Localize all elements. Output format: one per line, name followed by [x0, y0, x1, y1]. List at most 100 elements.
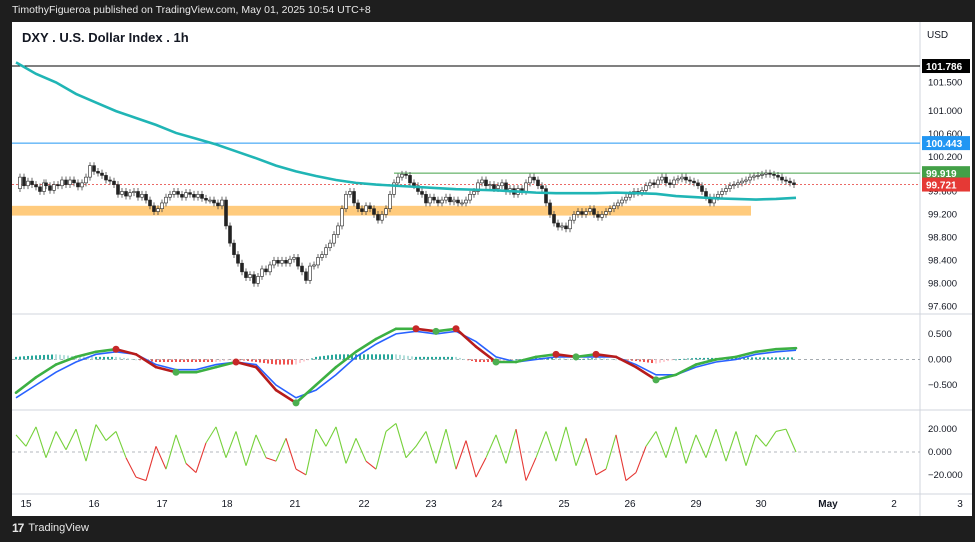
candle-body: [356, 202, 360, 209]
macd-histogram-bar: [131, 358, 133, 360]
macd-histogram-bar: [335, 354, 337, 360]
macd-histogram-bar: [659, 359, 661, 363]
candle-body: [612, 205, 616, 209]
macd-histogram-bar: [427, 356, 429, 360]
candle-body: [548, 202, 552, 215]
osc-line-segment: [525, 457, 537, 481]
macd-histogram-bar: [707, 357, 709, 360]
candle-body: [692, 180, 696, 184]
candle-body: [576, 211, 580, 215]
macd-histogram-bar: [339, 354, 341, 360]
macd-histogram-bar: [555, 357, 557, 360]
macd-histogram-bar: [315, 356, 317, 360]
macd-histogram-bar: [275, 359, 277, 365]
x-tick-label: 26: [624, 499, 636, 510]
osc-line-segment: [615, 434, 627, 481]
x-tick-label: 15: [20, 499, 32, 510]
macd-histogram-bar: [651, 359, 653, 364]
candle-body: [368, 205, 372, 209]
candle-body: [42, 182, 46, 192]
tradingview-logo-icon: 17: [12, 521, 24, 535]
candle-body: [584, 211, 588, 215]
macd-histogram-bar: [775, 357, 777, 360]
candle-body: [48, 185, 52, 191]
candle-body: [428, 196, 432, 204]
candle-body: [728, 185, 732, 189]
macd-histogram-bar: [363, 354, 365, 360]
candle-body: [652, 182, 656, 185]
price-label: 100.443: [926, 139, 963, 150]
candle-body: [52, 184, 56, 191]
candle-body: [88, 165, 92, 178]
macd-histogram-bar: [591, 358, 593, 360]
candle-body: [492, 184, 496, 189]
price-label-box: [922, 136, 970, 151]
candle-body: [384, 208, 388, 215]
candle-body: [168, 194, 172, 198]
macd-signal-line: [15, 330, 797, 399]
oscillator-pane: 20.000 0.000 −20.000: [12, 422, 972, 495]
macd-histogram-bar: [371, 354, 373, 360]
macd-histogram-bar: [271, 359, 273, 365]
osc-line-segment: [75, 428, 87, 462]
macd-histogram-bar: [455, 356, 457, 360]
macd-histogram-bar: [191, 359, 193, 362]
macd-histogram-bar: [47, 354, 49, 360]
osc-line-segment: [755, 434, 767, 447]
macd-histogram-bar: [587, 358, 589, 360]
macd-histogram-bar: [91, 356, 93, 360]
osc-line-segment: [475, 457, 487, 478]
macd-line-segment: [634, 365, 658, 382]
osc-line-segment: [175, 434, 187, 464]
candle-body: [624, 196, 628, 201]
candle-body: [22, 176, 26, 187]
x-tick-label: 22: [358, 499, 370, 510]
candle-body: [112, 180, 116, 185]
macd-histogram-bar: [763, 357, 765, 360]
candle-body: [412, 182, 416, 187]
candle-body: [388, 194, 392, 209]
osc-line-segment: [445, 429, 457, 470]
macd-line-segment: [374, 327, 398, 341]
candle-body: [444, 196, 448, 201]
candle-body: [156, 208, 160, 212]
macd-cross-dot: [492, 358, 500, 366]
macd-histogram-bar: [59, 354, 61, 360]
candle-body: [292, 257, 296, 260]
candle-body: [76, 182, 80, 188]
macd-line-segment: [194, 365, 218, 374]
macd-histogram-bar: [635, 359, 637, 361]
macd-histogram-bar: [251, 359, 253, 362]
price-tick-label: 101.500: [928, 77, 962, 88]
candle-body: [228, 225, 232, 244]
candle-body: [172, 191, 176, 195]
macd-line-segment: [74, 350, 98, 359]
candle-body: [176, 191, 180, 195]
macd-histogram-bar: [571, 359, 573, 360]
osc-line-segment: [545, 431, 557, 462]
macd-histogram-bar: [483, 359, 485, 362]
macd-cross-dot: [572, 353, 580, 361]
candle-body: [332, 234, 336, 244]
price-tick-label: 98.000: [928, 278, 957, 289]
candle-body: [776, 175, 780, 178]
osc-line-segment: [305, 429, 317, 475]
candle-body: [352, 191, 356, 204]
candle-body: [268, 264, 272, 273]
macd-pane: 0.500 0.000 −0.500: [12, 325, 972, 411]
macd-histogram-bar: [407, 355, 409, 360]
macd-histogram-bar: [367, 354, 369, 360]
candle-body: [528, 176, 532, 184]
candle-body: [592, 208, 596, 215]
candle-body: [376, 214, 380, 221]
macd-histogram-bar: [215, 359, 217, 362]
macd-line-segment: [354, 337, 378, 354]
osc-line-segment: [195, 442, 207, 473]
candle-body: [720, 191, 724, 195]
candle-body: [64, 179, 68, 185]
osc-line-segment: [65, 428, 77, 450]
macd-histogram-bar: [31, 355, 33, 360]
macd-histogram-bar: [443, 356, 445, 360]
macd-histogram-bar: [711, 357, 713, 360]
osc-line-segment: [555, 426, 567, 462]
